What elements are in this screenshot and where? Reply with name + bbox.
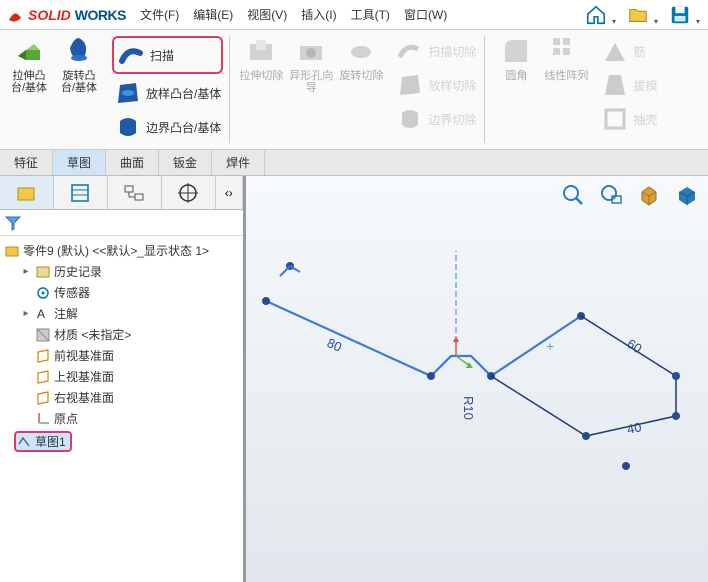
tab-sketch[interactable]: 草图 bbox=[53, 150, 106, 175]
tab-feature[interactable]: 特征 bbox=[0, 150, 53, 175]
tab-weldment[interactable]: 焊件 bbox=[212, 150, 265, 175]
svg-text:+: + bbox=[546, 338, 554, 354]
revolve-boss-button[interactable]: 旋转凸台/基体 bbox=[56, 34, 102, 94]
menu-edit[interactable]: 编辑(E) bbox=[193, 6, 233, 23]
sweep-button[interactable]: 扫描 bbox=[112, 36, 223, 74]
loft-cut-button[interactable]: 放样切除 bbox=[392, 68, 480, 102]
dim-r10: R10 bbox=[461, 396, 476, 420]
tree-material[interactable]: 材质 <未指定> bbox=[2, 324, 241, 345]
dim-40: 40 bbox=[626, 419, 643, 437]
menu-file[interactable]: 文件(F) bbox=[140, 6, 179, 23]
side-more-tab[interactable]: ‹› bbox=[216, 176, 243, 209]
graphics-viewport[interactable]: 80 R10 60 40 + bbox=[246, 176, 708, 582]
config-manager-tab[interactable] bbox=[108, 176, 162, 209]
swept-cut-button[interactable]: 扫描切除 bbox=[392, 34, 480, 68]
dim-80: 80 bbox=[325, 335, 344, 355]
tab-sheetmetal[interactable]: 钣金 bbox=[159, 150, 212, 175]
linear-pattern-button[interactable]: 线性阵列 bbox=[543, 34, 589, 82]
open-button[interactable]: ▾ bbox=[622, 2, 654, 28]
brand-works: WORKS bbox=[75, 7, 126, 23]
brand-solid: SOLID bbox=[28, 7, 71, 23]
extrude-cut-button[interactable]: 拉伸切除 bbox=[238, 34, 284, 82]
rib-button[interactable]: 筋 bbox=[597, 34, 661, 68]
fillet-button[interactable]: 圆角 bbox=[493, 34, 539, 82]
shell-button[interactable]: 抽壳 bbox=[597, 102, 661, 136]
menu-insert[interactable]: 插入(I) bbox=[301, 6, 336, 23]
loft-button[interactable]: 放样凸台/基体 bbox=[110, 76, 225, 110]
dim-60: 60 bbox=[624, 336, 644, 356]
zoom-area-button[interactable] bbox=[596, 180, 626, 210]
extrude-boss-button[interactable]: 拉伸凸台/基体 bbox=[6, 34, 52, 94]
tree-root[interactable]: 零件9 (默认) <<默认>_显示状态 1> bbox=[2, 240, 241, 261]
save-button[interactable]: ▾ bbox=[664, 2, 696, 28]
feature-manager-tab[interactable] bbox=[0, 176, 54, 209]
menu-window[interactable]: 窗口(W) bbox=[404, 6, 447, 23]
property-manager-tab[interactable] bbox=[54, 176, 108, 209]
menu-view[interactable]: 视图(V) bbox=[247, 6, 287, 23]
tree-sensors[interactable]: 传感器 bbox=[2, 282, 241, 303]
zoom-fit-button[interactable] bbox=[558, 180, 588, 210]
display-style-button[interactable] bbox=[672, 180, 702, 210]
tree-history[interactable]: ▸历史记录 bbox=[2, 261, 241, 282]
home-button[interactable]: ▾ bbox=[580, 2, 612, 28]
boundary-cut-button[interactable]: 边界切除 bbox=[392, 102, 480, 136]
tree-right-plane[interactable]: 右视基准面 bbox=[2, 387, 241, 408]
tree-top-plane[interactable]: 上视基准面 bbox=[2, 366, 241, 387]
boundary-button[interactable]: 边界凸台/基体 bbox=[110, 110, 225, 144]
tree-sketch1[interactable]: 草图1 bbox=[14, 431, 72, 452]
draft-button[interactable]: 拔模 bbox=[597, 68, 661, 102]
tree-annotations[interactable]: ▸A注解 bbox=[2, 303, 241, 324]
tab-surface[interactable]: 曲面 bbox=[106, 150, 159, 175]
sketch-drawing: 80 R10 60 40 + bbox=[256, 216, 696, 496]
view-orient-button[interactable] bbox=[634, 180, 664, 210]
svg-text:A: A bbox=[37, 307, 45, 321]
app-logo: SOLIDWORKS bbox=[6, 6, 126, 24]
tree-origin[interactable]: 原点 bbox=[2, 408, 241, 429]
tree-front-plane[interactable]: 前视基准面 bbox=[2, 345, 241, 366]
menu-tools[interactable]: 工具(T) bbox=[351, 6, 390, 23]
revolve-cut-button[interactable]: 旋转切除 bbox=[338, 34, 384, 82]
dimxpert-tab[interactable] bbox=[162, 176, 216, 209]
filter-button[interactable] bbox=[0, 210, 243, 236]
hole-wizard-button[interactable]: 异形孔向导 bbox=[288, 34, 334, 94]
